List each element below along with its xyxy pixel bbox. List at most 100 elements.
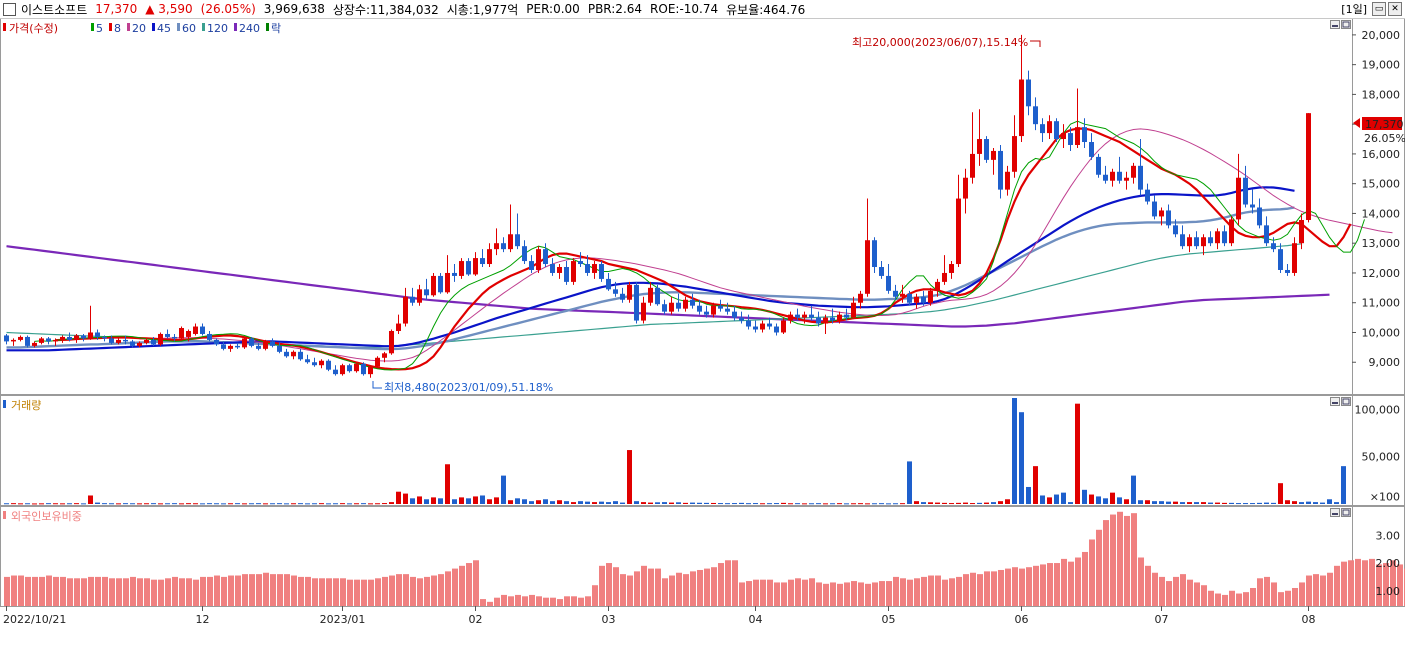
candle: [480, 249, 485, 268]
candle-body: [998, 150, 1003, 190]
price-legend-marker: [3, 23, 6, 31]
candle: [165, 329, 170, 339]
volume-bar: [1194, 502, 1199, 504]
foreign-bar: [781, 582, 787, 606]
foreign-minimize-icon[interactable]: [1330, 508, 1340, 517]
candle-body: [1180, 234, 1185, 247]
foreign-bar: [445, 571, 451, 606]
candle-body: [501, 243, 506, 250]
close-icon[interactable]: ✕: [1388, 2, 1402, 16]
foreign-bar: [291, 575, 297, 606]
candle-body: [949, 264, 954, 273]
candle-body: [46, 338, 51, 342]
candle: [228, 344, 233, 352]
price-tick-label: 13,000: [1362, 237, 1401, 250]
axes: 9,000 10,000 11,000 12,000 13,000 14,000 15,00…: [3, 29, 1400, 626]
candle: [1005, 165, 1010, 196]
candle: [669, 296, 674, 315]
volume-bar: [361, 503, 366, 505]
candle: [788, 311, 793, 324]
stock-name[interactable]: 이스트소프트: [21, 2, 88, 17]
volume-bar: [501, 475, 506, 504]
candle-body: [396, 323, 401, 331]
candle: [844, 308, 849, 321]
volume-bar: [305, 503, 310, 505]
foreign-bar: [970, 572, 976, 606]
candle: [984, 136, 989, 163]
candle-body: [242, 338, 247, 348]
foreign-bar: [522, 596, 528, 606]
volume-bar: [592, 502, 597, 504]
candle: [893, 284, 898, 300]
candle-body: [809, 314, 814, 318]
foreign-bar: [641, 565, 647, 606]
volume-maximize-icon[interactable]: [1341, 397, 1351, 406]
candle: [298, 348, 303, 361]
foreign-bar: [60, 576, 66, 606]
candle: [1257, 198, 1262, 229]
volume-pane[interactable]: [0, 395, 1353, 506]
volume-bar: [802, 503, 807, 505]
candle-body: [1096, 156, 1101, 175]
legend-240: 240: [239, 22, 260, 35]
candle: [914, 293, 919, 309]
restore-icon[interactable]: ▭: [1372, 2, 1386, 16]
volume-bar: [781, 502, 786, 504]
candle: [382, 351, 387, 363]
foreign-bar: [1257, 578, 1263, 606]
volume-bar: [452, 499, 457, 504]
volume-bar: [1096, 496, 1101, 504]
foreign-bar: [1089, 539, 1095, 606]
candle: [1068, 127, 1073, 151]
volume-bar: [1033, 466, 1038, 504]
candle: [1180, 225, 1185, 250]
select-checkbox[interactable]: [3, 2, 16, 16]
candle-body: [74, 335, 79, 340]
date-tick-label: 2022/10/21: [3, 613, 66, 626]
candle: [704, 305, 709, 318]
candle-body: [438, 275, 443, 293]
foreign-bar: [921, 576, 927, 606]
volume-bar: [606, 502, 611, 504]
candle-body: [1131, 165, 1136, 178]
pane-minimize-icon[interactable]: [1330, 20, 1340, 29]
foreign-bar: [1383, 563, 1389, 606]
legend-swatch: [109, 23, 112, 31]
candle: [452, 264, 457, 282]
foreign-bar: [991, 571, 997, 606]
volume-minimize-icon[interactable]: [1330, 397, 1340, 406]
volume-bar: [410, 498, 415, 504]
volume-bar: [718, 503, 723, 505]
foreign-bar: [935, 575, 941, 606]
foreign-bar: [375, 578, 381, 606]
candle-body: [1054, 121, 1059, 140]
foreign-maximize-icon[interactable]: [1341, 508, 1351, 517]
volume-bar: [249, 503, 254, 505]
foreign-bar: [116, 578, 122, 606]
foreign-bar: [900, 578, 906, 606]
candle: [634, 281, 639, 324]
volume-bar: [221, 503, 226, 505]
period-button[interactable]: [1일]: [1341, 3, 1367, 16]
foreign-bar: [508, 596, 514, 606]
pane-maximize-icon[interactable]: [1341, 20, 1351, 29]
candle-body: [235, 345, 240, 348]
candle-body: [207, 333, 212, 340]
candle-body: [487, 249, 492, 265]
candle-body: [648, 287, 653, 303]
foreign-bar: [452, 568, 458, 606]
volume-bar: [746, 503, 751, 505]
candle-body: [249, 338, 254, 346]
volume-bar: [235, 503, 240, 505]
foreign-bar: [368, 579, 374, 606]
candle: [1075, 88, 1080, 148]
current-price: 17,370: [95, 2, 138, 16]
date-tick-label: 2023/01: [320, 613, 366, 626]
volume-bar: [389, 502, 394, 504]
candle-body: [1068, 133, 1073, 145]
candle-body: [1201, 237, 1206, 247]
foreign-bar: [81, 578, 87, 606]
volume-bar: [46, 503, 51, 505]
foreign-bar: [473, 560, 479, 606]
candle-body: [228, 345, 233, 349]
